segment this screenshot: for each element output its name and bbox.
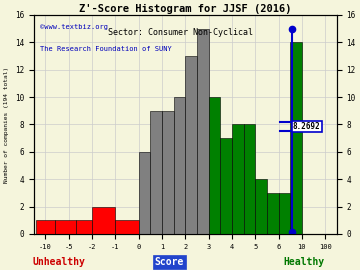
Bar (162, 111, 174, 234)
Bar (115, 220, 139, 234)
Bar (197, 29, 208, 234)
Bar (255, 179, 267, 234)
Text: Score: Score (154, 257, 184, 267)
Bar (55, 220, 76, 234)
Text: Healthy: Healthy (283, 257, 324, 267)
Bar (76, 220, 92, 234)
Bar (244, 124, 255, 234)
Bar (174, 97, 185, 234)
Bar (208, 97, 220, 234)
Text: Sector: Consumer Non-Cyclical: Sector: Consumer Non-Cyclical (108, 28, 252, 37)
Bar (185, 56, 197, 234)
Bar (220, 138, 232, 234)
Bar (290, 42, 302, 234)
Y-axis label: Number of companies (194 total): Number of companies (194 total) (4, 66, 9, 183)
Text: ©www.textbiz.org: ©www.textbiz.org (40, 24, 108, 30)
Text: Unhealthy: Unhealthy (32, 257, 85, 267)
Title: Z'-Score Histogram for JJSF (2016): Z'-Score Histogram for JJSF (2016) (79, 4, 292, 14)
Text: The Research Foundation of SUNY: The Research Foundation of SUNY (40, 46, 171, 52)
Bar (150, 111, 162, 234)
Bar (232, 124, 244, 234)
Bar (36, 220, 55, 234)
Bar (267, 193, 279, 234)
Bar (92, 207, 115, 234)
Bar (139, 152, 150, 234)
Bar (279, 193, 290, 234)
Text: 8.2692: 8.2692 (293, 122, 321, 131)
